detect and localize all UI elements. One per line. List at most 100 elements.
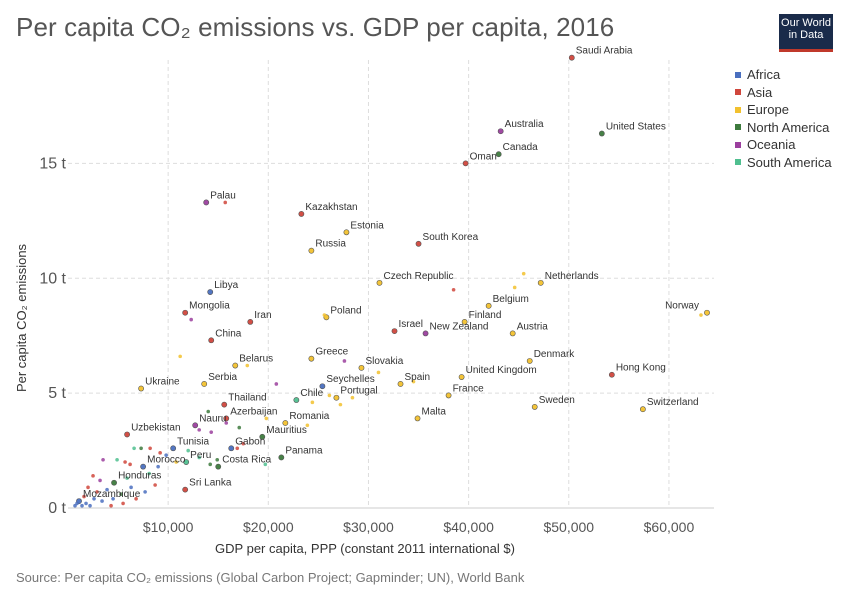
data-point[interactable] xyxy=(203,199,210,206)
data-point[interactable] xyxy=(512,285,517,290)
legend-item[interactable]: South America xyxy=(735,154,832,172)
data-point[interactable] xyxy=(201,381,208,387)
data-point[interactable] xyxy=(237,425,242,430)
data-point[interactable] xyxy=(140,463,147,470)
data-point[interactable] xyxy=(100,499,104,503)
data-point[interactable] xyxy=(338,402,343,407)
data-point[interactable] xyxy=(598,130,605,137)
data-point[interactable] xyxy=(282,420,289,426)
data-point[interactable] xyxy=(109,503,113,508)
data-point[interactable] xyxy=(84,501,88,506)
data-point[interactable] xyxy=(350,395,355,400)
data-point[interactable] xyxy=(232,362,239,369)
legend-item[interactable]: Oceania xyxy=(735,136,832,154)
data-point[interactable] xyxy=(132,446,136,451)
data-point[interactable] xyxy=(241,441,246,446)
data-point[interactable] xyxy=(139,446,143,451)
data-point[interactable] xyxy=(208,462,213,467)
data-point[interactable] xyxy=(73,503,77,508)
data-point[interactable] xyxy=(293,397,300,403)
legend-item[interactable]: Asia xyxy=(735,84,832,102)
data-point[interactable] xyxy=(278,454,285,461)
data-point[interactable] xyxy=(125,476,129,480)
data-point[interactable] xyxy=(207,289,214,295)
data-point[interactable] xyxy=(95,490,99,494)
data-point[interactable] xyxy=(80,503,84,508)
data-point[interactable] xyxy=(170,445,177,452)
data-point[interactable] xyxy=(197,455,202,460)
data-point[interactable] xyxy=(531,404,538,410)
data-point[interactable] xyxy=(319,383,326,390)
data-point[interactable] xyxy=(298,211,305,217)
data-point[interactable] xyxy=(699,313,703,317)
data-point[interactable] xyxy=(121,501,125,506)
data-point[interactable] xyxy=(147,471,151,476)
data-point[interactable] xyxy=(411,379,416,384)
data-point[interactable] xyxy=(178,354,182,359)
data-point[interactable] xyxy=(343,229,350,236)
data-point[interactable] xyxy=(263,462,268,467)
owid-logo[interactable]: Our World in Data xyxy=(779,14,833,52)
data-point[interactable] xyxy=(509,330,516,337)
data-point[interactable] xyxy=(333,394,340,401)
data-point[interactable] xyxy=(568,54,575,61)
data-point[interactable] xyxy=(206,409,211,414)
data-point[interactable] xyxy=(327,393,332,398)
data-point[interactable] xyxy=(526,358,533,364)
data-point[interactable] xyxy=(148,446,152,451)
data-point[interactable] xyxy=(462,160,469,167)
data-point[interactable] xyxy=(485,302,492,309)
data-point[interactable] xyxy=(156,464,160,469)
data-point[interactable] xyxy=(128,462,132,467)
data-point[interactable] xyxy=(186,448,190,453)
data-point[interactable] xyxy=(86,485,90,490)
data-point[interactable] xyxy=(305,423,310,428)
data-point[interactable] xyxy=(143,490,147,494)
data-point[interactable] xyxy=(422,330,429,337)
data-point[interactable] xyxy=(223,415,230,422)
data-point[interactable] xyxy=(134,497,138,501)
data-point[interactable] xyxy=(358,364,365,371)
data-point[interactable] xyxy=(322,313,327,317)
data-point[interactable] xyxy=(497,128,504,135)
data-point[interactable] xyxy=(245,363,250,368)
data-point[interactable] xyxy=(129,485,133,490)
data-point[interactable] xyxy=(495,151,502,158)
data-point[interactable] xyxy=(209,430,214,434)
data-point[interactable] xyxy=(119,492,123,497)
data-point[interactable] xyxy=(111,497,115,501)
data-point[interactable] xyxy=(264,416,269,421)
data-point[interactable] xyxy=(101,457,105,462)
data-point[interactable] xyxy=(274,382,279,386)
data-point[interactable] xyxy=(376,279,383,286)
data-point[interactable] xyxy=(391,328,398,334)
data-point[interactable] xyxy=(445,392,452,399)
data-point[interactable] xyxy=(158,451,162,455)
data-point[interactable] xyxy=(451,287,456,292)
data-point[interactable] xyxy=(342,359,347,363)
data-point[interactable] xyxy=(704,309,710,316)
data-point[interactable] xyxy=(461,319,468,325)
data-point[interactable] xyxy=(639,406,646,413)
data-point[interactable] xyxy=(221,401,228,408)
data-point[interactable] xyxy=(192,422,199,429)
data-point[interactable] xyxy=(174,460,178,464)
data-point[interactable] xyxy=(123,460,127,464)
data-point[interactable] xyxy=(376,370,381,375)
data-point[interactable] xyxy=(197,428,202,432)
data-point[interactable] xyxy=(208,337,215,344)
data-point[interactable] xyxy=(182,309,189,316)
data-point[interactable] xyxy=(228,445,235,452)
data-point[interactable] xyxy=(310,400,315,405)
data-point[interactable] xyxy=(414,415,421,422)
data-point[interactable] xyxy=(164,453,168,457)
legend-item[interactable]: North America xyxy=(735,119,832,137)
data-point[interactable] xyxy=(138,385,145,392)
data-point[interactable] xyxy=(91,474,95,478)
data-point[interactable] xyxy=(223,200,228,205)
data-point[interactable] xyxy=(308,355,315,362)
data-point[interactable] xyxy=(308,247,315,254)
data-point[interactable] xyxy=(88,503,92,508)
data-point[interactable] xyxy=(235,446,240,451)
data-point[interactable] xyxy=(247,319,254,325)
